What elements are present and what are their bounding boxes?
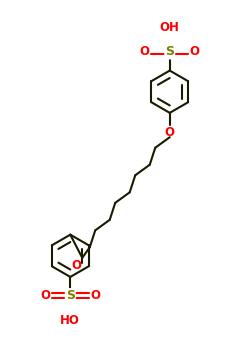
Text: O: O (190, 46, 200, 58)
Text: O: O (90, 289, 100, 302)
Text: O: O (71, 259, 81, 272)
Text: HO: HO (60, 314, 80, 327)
Text: O: O (40, 289, 50, 302)
Text: OH: OH (160, 21, 180, 34)
Text: O: O (165, 126, 175, 139)
Text: S: S (66, 289, 75, 302)
Text: O: O (140, 46, 150, 58)
Text: S: S (165, 46, 174, 58)
